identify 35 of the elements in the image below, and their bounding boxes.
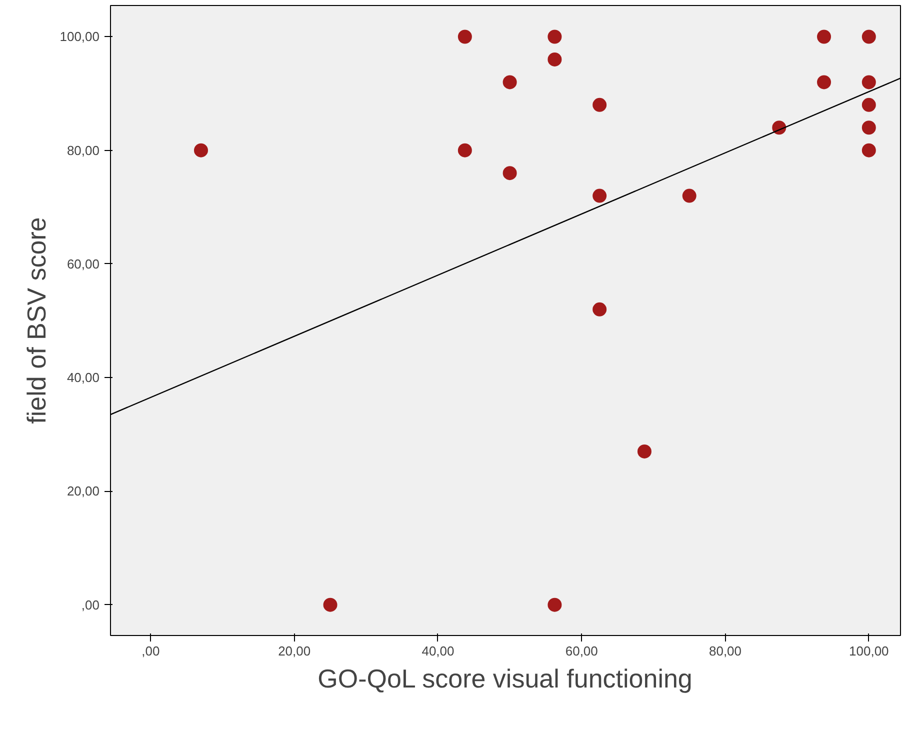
y-tick-label: 100,00	[60, 29, 100, 44]
point	[502, 166, 517, 180]
x-tick-label: 100,00	[849, 644, 889, 658]
y-tick-label: 20,00	[66, 484, 100, 499]
point	[548, 30, 562, 44]
point	[862, 30, 876, 44]
x-tick-label: 20,00	[278, 644, 311, 658]
x-tick-label: 80,00	[709, 644, 742, 658]
point	[862, 143, 876, 158]
point	[592, 302, 607, 316]
y-axis-title: field of BSV score	[22, 217, 52, 424]
point	[548, 598, 562, 612]
point	[323, 598, 338, 612]
y-tick-label: 80,00	[66, 142, 100, 158]
x-tick-label: ,00	[142, 644, 160, 658]
x-tick-label: 60,00	[565, 644, 598, 658]
point	[862, 75, 876, 90]
point	[458, 30, 472, 44]
x-tick-label: 40,00	[422, 644, 454, 658]
point	[592, 98, 607, 112]
point	[862, 98, 876, 112]
point	[194, 143, 208, 158]
point	[817, 30, 832, 44]
point	[862, 120, 876, 135]
y-tick-label: 60,00	[66, 256, 100, 272]
point	[817, 75, 832, 90]
point	[682, 188, 696, 203]
point	[548, 52, 562, 66]
point	[502, 75, 517, 90]
x-axis-title: GO-QoL score visual functioning	[318, 664, 692, 694]
point	[637, 444, 652, 458]
point	[592, 188, 607, 203]
y-tick-label: 40,00	[66, 370, 100, 386]
y-tick-label: ,00	[81, 597, 100, 612]
point	[458, 143, 472, 158]
